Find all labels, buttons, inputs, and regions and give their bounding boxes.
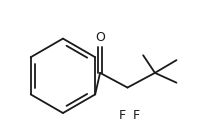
Text: F: F	[133, 109, 140, 122]
Text: O: O	[95, 31, 105, 44]
Text: F: F	[119, 109, 126, 122]
